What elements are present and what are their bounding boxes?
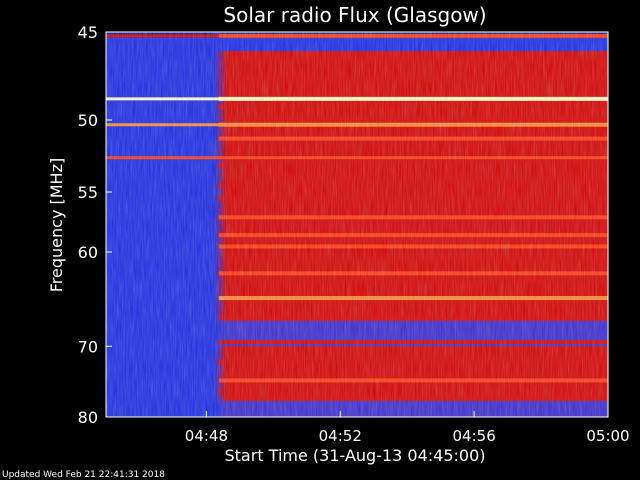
y-tick-label: 80 [78, 408, 98, 427]
y-tick-label: 50 [78, 111, 98, 130]
x-axis-label: Start Time (31-Aug-13 04:45:00) [225, 446, 486, 465]
x-axis-ticks: 04:48 04:52 04:56 05:00 [185, 411, 630, 445]
chart-title: Solar radio Flux (Glasgow) [223, 3, 486, 27]
y-tick-label: 55 [78, 183, 98, 202]
update-timestamp: Updated Wed Feb 21 22:41:31 2018 [2, 470, 165, 480]
noise-texture [106, 32, 608, 417]
x-tick-label: 04:52 [319, 427, 362, 445]
y-axis-label: Frequency [MHz] [47, 158, 66, 292]
y-tick-label: 70 [78, 337, 98, 356]
x-tick-label: 04:48 [185, 427, 228, 445]
x-tick-label: 05:00 [586, 427, 629, 445]
plot-area [105, 31, 609, 418]
y-tick-label: 60 [78, 243, 98, 262]
plot-border [105, 31, 609, 418]
x-tick-label: 04:56 [453, 427, 496, 445]
y-axis-ticks: 45 50 55 60 70 80 [78, 23, 112, 427]
y-tick-label: 45 [78, 23, 98, 42]
